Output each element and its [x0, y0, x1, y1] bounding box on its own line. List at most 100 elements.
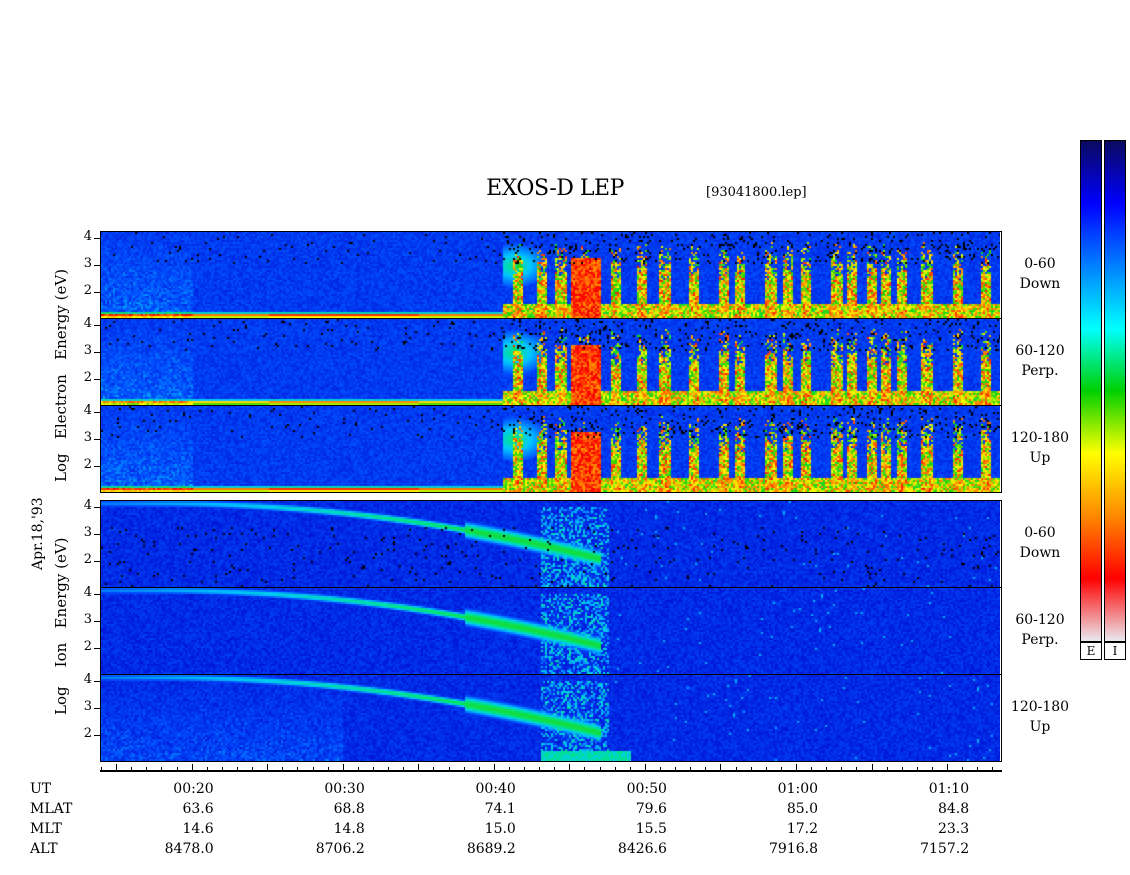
x-minor-tick [539, 767, 541, 771]
pitch-angle-range: 120-180 [1010, 699, 1070, 715]
x-minor-tick [146, 767, 148, 771]
spectrogram-image [101, 675, 1000, 761]
direction-label: Down [1019, 276, 1061, 292]
y-tick-label: 2 [83, 639, 92, 655]
spectrogram-image [101, 588, 1000, 674]
colorbar-label-e: E [1080, 642, 1102, 660]
x-minor-tick [856, 767, 858, 771]
x-minor-tick [101, 767, 102, 771]
direction-label: Down [1019, 545, 1061, 561]
table-cell: 00:20 [173, 781, 214, 797]
pitch-angle-range: 0-60 [1024, 525, 1056, 541]
table-cell: 15.5 [635, 821, 667, 837]
y-tick [94, 238, 100, 240]
table-row-label: ALT [30, 841, 58, 857]
y-tick-label: 4 [83, 316, 92, 332]
table-cell: 79.6 [635, 801, 667, 817]
x-minor-tick [765, 767, 767, 771]
y-tick [94, 594, 100, 596]
table-cell: 00:30 [324, 781, 365, 797]
electron-panel-3 [101, 406, 1001, 492]
x-minor-tick [282, 767, 284, 771]
x-major-tick [871, 764, 873, 771]
y-tick-label: 4 [83, 498, 92, 514]
y-tick-label: 4 [83, 585, 92, 601]
table-cell: 14.6 [182, 821, 214, 837]
x-minor-tick [388, 767, 390, 771]
table-cell: 14.8 [333, 821, 365, 837]
y-tick-label: 3 [83, 342, 92, 358]
y-tick [94, 466, 100, 468]
x-minor-tick [478, 767, 480, 771]
x-major-tick [947, 764, 949, 771]
y-tick-label: 2 [83, 552, 92, 568]
spectrogram-image [101, 406, 1000, 492]
electron-panel-2 [101, 319, 1001, 405]
ion-axis-label: Log Ion Energy (eV) [52, 537, 70, 715]
table-cell: 7157.2 [920, 841, 970, 857]
x-major-tick [342, 764, 344, 771]
x-minor-tick [750, 767, 752, 771]
y-tick [94, 507, 100, 509]
table-cell: 15.0 [484, 821, 516, 837]
x-major-tick [267, 764, 269, 771]
y-tick [94, 325, 100, 327]
x-minor-tick [690, 767, 692, 771]
direction-label: Up [1029, 450, 1051, 466]
chart-title: EXOS-D LEP [486, 176, 624, 201]
pitch-angle-range: 60-120 [1015, 612, 1065, 628]
y-tick [94, 264, 100, 266]
direction-label: Perp. [1021, 363, 1059, 379]
table-cell: 8689.2 [466, 841, 516, 857]
y-tick [94, 620, 100, 622]
y-tick [94, 561, 100, 563]
table-cell: 01:00 [777, 781, 819, 797]
channel-label: 0-60 Down [1005, 254, 1075, 294]
y-tick [94, 351, 100, 353]
y-tick [94, 379, 100, 381]
table-cell: 23.3 [937, 821, 970, 837]
x-minor-tick [977, 767, 979, 771]
x-minor-tick [826, 767, 828, 771]
date-label: Apr.18,'93 [30, 497, 46, 570]
x-minor-tick [916, 767, 918, 771]
x-major-tick [644, 764, 646, 771]
table-cell: 63.6 [182, 801, 214, 817]
x-minor-tick [629, 767, 631, 771]
table-cell: 8706.2 [315, 841, 365, 857]
x-minor-tick [705, 767, 707, 771]
x-minor-tick [811, 767, 813, 771]
table-cell: 17.2 [786, 821, 819, 837]
channel-label: 0-60 Down [1005, 523, 1075, 563]
table-row-label: UT [30, 781, 52, 797]
x-minor-tick [614, 767, 616, 771]
channel-label: 120-180 Up [1005, 428, 1075, 468]
x-minor-tick [780, 767, 782, 771]
x-major-tick [796, 764, 798, 771]
x-minor-tick [584, 767, 586, 771]
y-tick-label: 3 [83, 611, 92, 627]
table-row-label: MLT [30, 821, 62, 837]
y-tick [94, 681, 100, 683]
y-tick-label: 2 [83, 283, 92, 299]
x-minor-tick [433, 767, 435, 771]
x-major-tick [569, 764, 571, 771]
y-tick-label: 2 [83, 457, 92, 473]
x-minor-tick [297, 767, 299, 771]
y-tick [94, 533, 100, 535]
electron-panel-1 [101, 232, 1001, 318]
x-minor-tick [221, 767, 223, 771]
pitch-angle-range: 60-120 [1015, 343, 1065, 359]
y-tick-label: 3 [83, 255, 92, 271]
y-tick [94, 735, 100, 737]
x-minor-tick [660, 767, 662, 771]
table-cell: 8478.0 [164, 841, 214, 857]
table-cell: 8426.6 [617, 841, 667, 857]
x-minor-tick [992, 767, 994, 771]
colorbar-label-i: I [1104, 642, 1126, 660]
ion-colorbar [1104, 140, 1126, 642]
x-minor-tick [403, 767, 405, 771]
x-minor-tick [161, 767, 163, 771]
electron-colorbar [1080, 140, 1102, 642]
spectrogram-image [101, 232, 1000, 318]
